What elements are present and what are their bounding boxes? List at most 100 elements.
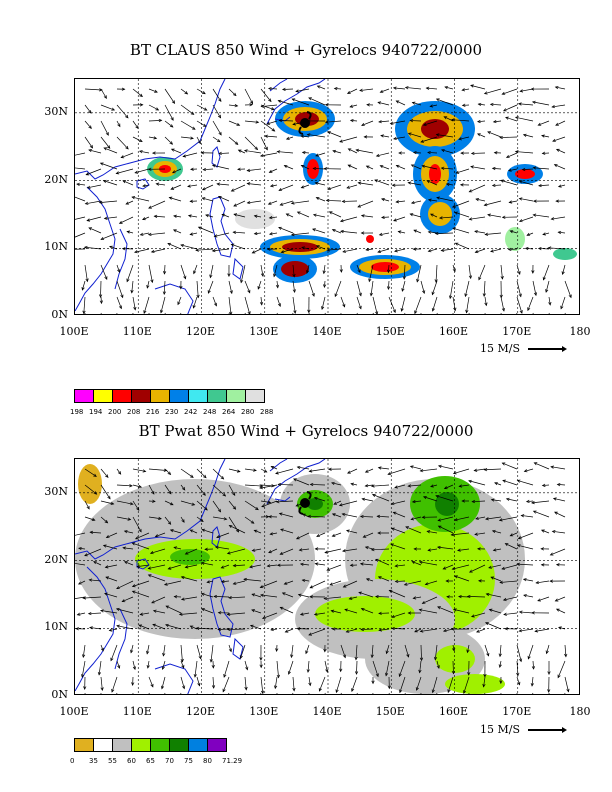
wind-vector [149, 120, 162, 121]
wind-vector [231, 244, 245, 249]
wind-vector [327, 565, 341, 570]
wind-vector [388, 469, 405, 474]
lat-label: 20N [38, 173, 68, 186]
legend-label: 230 [165, 408, 178, 416]
lon-label: 160E [434, 325, 474, 338]
top-scale-text: 15 M/S [480, 342, 520, 355]
wind-vector [101, 137, 110, 148]
wind-vector [485, 89, 501, 94]
wind-vector [534, 463, 549, 469]
legend-label: 194 [89, 408, 102, 416]
wind-vector [197, 121, 206, 126]
wind-vector [309, 313, 312, 315]
wind-vector [261, 137, 267, 150]
wind-vector [85, 89, 102, 90]
wind-vector [500, 693, 501, 695]
wind-vector [298, 212, 309, 217]
wind-vector [89, 228, 101, 233]
legend-label: 80 [203, 757, 212, 765]
wind-vector [101, 313, 104, 315]
legend-label: 264 [222, 408, 235, 416]
wind-vector [245, 89, 253, 104]
wind-vector [116, 313, 117, 315]
wind-vector [165, 89, 175, 103]
cyclone-icon [300, 118, 310, 128]
legend-swatch [169, 738, 189, 752]
wind-vector [84, 297, 85, 313]
wind-vector [165, 121, 173, 127]
lon-label: 140E [307, 325, 347, 338]
scale-arrow-icon [528, 348, 562, 350]
wind-vector [335, 281, 341, 296]
legend-swatch [226, 389, 246, 403]
wind-vector [325, 313, 327, 315]
wind-vector [161, 297, 165, 313]
legend-label: 200 [108, 408, 121, 416]
legend-label: 248 [203, 408, 216, 416]
bottom-map-svg [75, 459, 580, 695]
wind-vector [181, 469, 193, 477]
wind-vector [340, 313, 341, 315]
lat-label: 10N [38, 620, 68, 633]
wind-vector [336, 677, 341, 692]
lon-label: 150E [370, 705, 410, 718]
wind-vector [259, 693, 261, 695]
legend-label: 0 [70, 757, 74, 765]
legend-swatch [112, 738, 132, 752]
wind-vector [104, 148, 117, 153]
top-scale-label: 15 M/S [480, 342, 567, 355]
wind-vector [279, 227, 293, 233]
legend-label: 208 [127, 408, 140, 416]
legend-swatch [245, 389, 265, 403]
wind-vector [115, 693, 117, 695]
wind-vector [75, 153, 85, 156]
wind-vector [517, 480, 533, 485]
wind-vector [550, 549, 565, 555]
wind-vector [229, 137, 238, 144]
legend-label: 288 [260, 408, 273, 416]
wind-vector [329, 212, 341, 217]
wind-vector [276, 469, 293, 474]
wind-vector [149, 265, 152, 282]
wind-vector [558, 661, 565, 678]
legend-label: 280 [241, 408, 254, 416]
lon-label: 110E [117, 325, 157, 338]
wind-vector [277, 313, 282, 315]
wind-vector [293, 297, 295, 313]
coastline [270, 459, 287, 471]
wind-vector [279, 185, 293, 190]
wind-vector [85, 693, 87, 695]
wind-vector [245, 485, 262, 486]
legend-label: 242 [184, 408, 197, 416]
lon-label: 100E [54, 705, 94, 718]
lat-label: 20N [38, 553, 68, 566]
wind-vector [488, 132, 501, 137]
legend-label: 216 [146, 408, 159, 416]
wind-vector [484, 281, 485, 296]
wind-vector [549, 313, 551, 315]
wind-vector [75, 233, 85, 240]
wind-vector [436, 265, 437, 282]
wind-vector [405, 693, 410, 695]
top-map-svg [75, 79, 580, 315]
legend-swatch [93, 738, 113, 752]
wind-vector [437, 313, 441, 315]
wind-vector [549, 693, 551, 695]
wind-vector [389, 693, 392, 695]
wind-vector [357, 313, 361, 315]
wind-vector [469, 185, 485, 192]
lon-label: 130E [244, 705, 284, 718]
wind-vector [229, 89, 236, 96]
wind-vector [149, 693, 151, 695]
wind-vector [234, 201, 245, 206]
wind-vector [479, 265, 485, 280]
wind-vector [503, 480, 517, 485]
legend-label: 55 [108, 757, 117, 765]
wind-vector [176, 693, 181, 695]
wind-vector [231, 185, 245, 191]
legend-swatch [131, 389, 151, 403]
wind-vector [534, 511, 549, 517]
wind-vector [245, 693, 248, 695]
field-region [170, 549, 210, 565]
wind-vector [325, 693, 328, 695]
